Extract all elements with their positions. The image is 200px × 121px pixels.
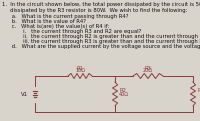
Text: 20Ω: 20Ω bbox=[143, 68, 153, 73]
Text: ii.  the current through R2 is greater than and the current through R3?: ii. the current through R2 is greater th… bbox=[2, 34, 200, 39]
Text: a.   What is the current passing through R4?: a. What is the current passing through R… bbox=[2, 14, 128, 19]
Text: 40Ω: 40Ω bbox=[119, 92, 129, 98]
Text: dissipated by the R3 resistor is 80W.  We wish to find the following:: dissipated by the R3 resistor is 80W. We… bbox=[2, 8, 187, 13]
Text: c.   What is(are) the value(s) of R4 if:: c. What is(are) the value(s) of R4 if: bbox=[2, 24, 109, 29]
Text: b.   What is the value of R4?: b. What is the value of R4? bbox=[2, 19, 86, 24]
Text: d.   What are the supplied current by the voltage source and the voltage V1?: d. What are the supplied current by the … bbox=[2, 44, 200, 49]
Text: R1: R1 bbox=[76, 67, 84, 72]
Text: R3: R3 bbox=[145, 67, 151, 72]
Text: i.   the current through R3 and R2 are equal?: i. the current through R3 and R2 are equ… bbox=[2, 29, 141, 34]
Text: iii. the current through R3 is greater than and the current through R2?: iii. the current through R3 is greater t… bbox=[2, 39, 200, 44]
Text: R4: R4 bbox=[197, 88, 200, 94]
Text: 10Ω: 10Ω bbox=[75, 68, 85, 73]
Text: V1: V1 bbox=[21, 91, 28, 97]
Text: R2: R2 bbox=[119, 88, 126, 94]
Text: 1.  In the circuit shown below, the total power dissipated by the circuit is 500: 1. In the circuit shown below, the total… bbox=[2, 2, 200, 7]
